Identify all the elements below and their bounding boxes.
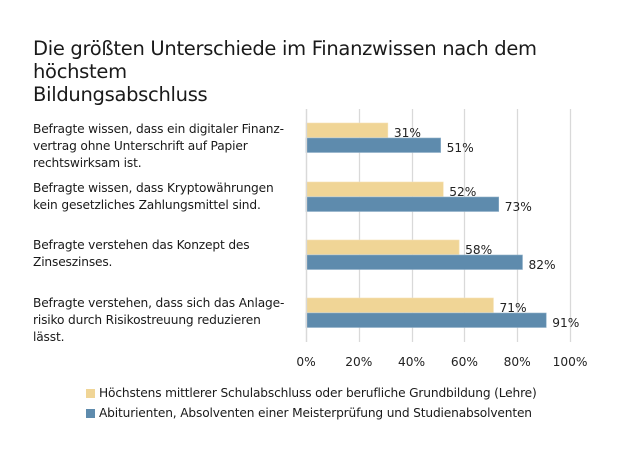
data-label: 71%: [499, 301, 526, 315]
chart-title-line-1: Die größten Unterschiede im Finanzwissen…: [33, 37, 537, 83]
x-tick-label: 60%: [451, 355, 478, 369]
category-label-line: Befragte wissen, dass ein digitaler Fina…: [33, 122, 284, 136]
x-tick-label: 0%: [296, 355, 315, 369]
bar-series-1: [305, 122, 389, 138]
legend-label-2: Abiturienten, Absolventen einer Meisterp…: [99, 406, 532, 420]
category-label-line: Befragte verstehen, dass sich das Anlage…: [33, 296, 285, 310]
category-label-2: Befragte wissen, dass Kryptowährungen ke…: [33, 180, 293, 214]
category-label-line: risiko durch Risikostreuung reduzieren: [33, 313, 261, 327]
data-label: 82%: [528, 258, 555, 272]
category-label-line: Befragte wissen, dass Kryptowährungen: [33, 181, 274, 195]
category-label-line: rechtswirksam ist.: [33, 156, 142, 170]
legend-label-1: Höchstens mittlerer Schulabschluss oder …: [99, 386, 537, 400]
category-label-line: vertrag ohne Unterschrift auf Papier: [33, 139, 248, 153]
data-label: 73%: [505, 200, 532, 214]
bar-series-2: [305, 196, 500, 212]
x-tick-label: 20%: [345, 355, 372, 369]
data-label: 58%: [465, 243, 492, 257]
legend-item-2: Abiturienten, Absolventen einer Meisterp…: [86, 406, 532, 420]
x-tick-label: 40%: [398, 355, 425, 369]
data-label: 91%: [552, 316, 579, 330]
legend-swatch-1: [86, 388, 95, 398]
bar-series-1: [305, 181, 444, 197]
bar-series-2: [305, 137, 441, 153]
data-label: 52%: [449, 185, 476, 199]
bar-series-2: [305, 254, 523, 270]
chart-title: Die größten Unterschiede im Finanzwissen…: [33, 37, 603, 106]
category-label-line: lässt.: [33, 330, 65, 344]
category-label-1: Befragte wissen, dass ein digitaler Fina…: [33, 121, 293, 172]
data-label: 31%: [394, 126, 421, 140]
bar-series-2: [305, 312, 547, 328]
bar-series-1: [305, 239, 460, 255]
category-label-3: Befragte verstehen das Konzept des Zinse…: [33, 237, 293, 271]
data-label: 51%: [447, 141, 474, 155]
category-label-line: Befragte verstehen das Konzept des: [33, 238, 250, 252]
x-tick-label: 80%: [504, 355, 531, 369]
bar-series-1: [305, 297, 494, 313]
legend-swatch-2: [86, 408, 95, 418]
category-label-line: kein gesetzliches Zahlungsmittel sind.: [33, 198, 261, 212]
legend-item-1: Höchstens mittlerer Schulabschluss oder …: [86, 386, 537, 400]
category-label-line: Zinseszinses.: [33, 255, 113, 269]
chart-title-line-2: Bildungsabschluss: [33, 83, 208, 106]
category-label-4: Befragte verstehen, dass sich das Anlage…: [33, 295, 293, 346]
x-tick-label: 100%: [553, 355, 588, 369]
